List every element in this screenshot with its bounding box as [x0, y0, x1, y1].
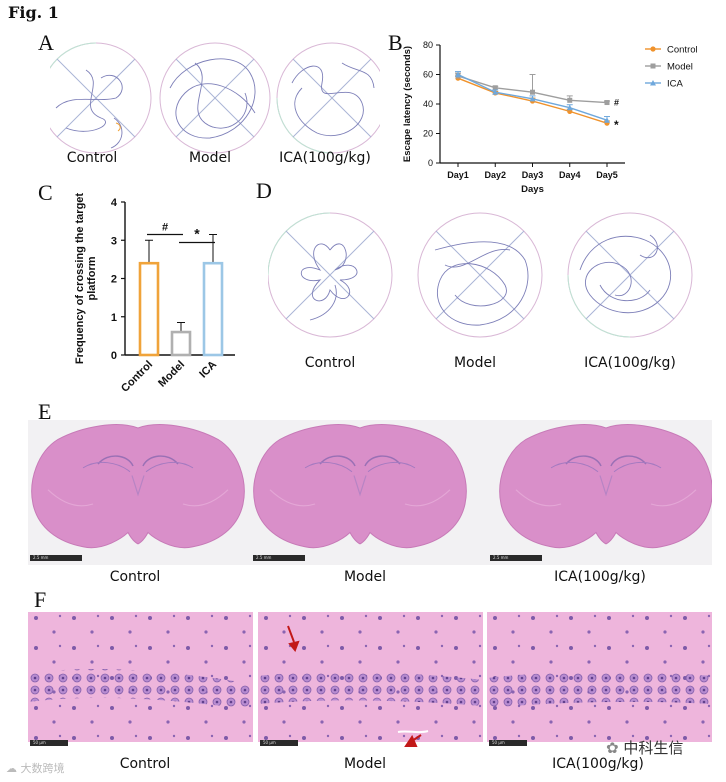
panel-a-pool-control: [50, 42, 152, 154]
panel-f-scalebar-control: 50 μm: [30, 740, 68, 746]
escape-latency-chart: 0 20 40 60 80 Day1 Day2 Day3 Day4 Day5 Days Escape …: [402, 40, 698, 195]
panel-a-letter: A: [38, 30, 54, 55]
c-bar-control: [138, 261, 160, 357]
panel-a-pool-model: [159, 42, 271, 154]
b-point-model: [530, 89, 535, 95]
panel-a-caption-control: Control: [66, 150, 118, 166]
c-y-axis-label-line1: Frequency of crossing the target: [74, 193, 86, 364]
crossing-frequency-chart: 0 1 2 3 4 Frequency of crossing the target pla…: [74, 193, 235, 395]
panel-e-caption-ica: ICA(100g/kg): [554, 569, 646, 585]
panel-a-pool-ica: [276, 42, 380, 154]
panel-d-pool-control: [268, 212, 393, 338]
panel-d-pool-model: [417, 212, 543, 338]
b-legend-label-ica: ICA: [667, 79, 684, 90]
panel-e-scalebar-model: 2.5 mm: [253, 555, 305, 561]
watermark-left-icon: ☁: [6, 762, 17, 775]
watermark-left-text: 大数跨境: [20, 762, 65, 775]
c-y-tick-label-3: 3: [111, 235, 117, 247]
panel-d-caption-ica: ICA(100g/kg): [584, 355, 676, 371]
b-y-tick-label-80: 80: [423, 40, 433, 50]
panel-a-caption-model: Model: [188, 150, 232, 166]
panel-f-micrographs: [28, 612, 712, 747]
b-point-ica: [455, 71, 461, 77]
b-y-axis-label: Escape latency (seconds): [402, 46, 413, 162]
watermark-right-text: 中科生信: [623, 739, 684, 757]
brain-section-control: [30, 423, 246, 549]
panel-e-scalebar-ica: 2.5 mm: [490, 555, 542, 561]
b-y-tick-label-60: 60: [423, 70, 433, 80]
watermark-left: ☁ 大数跨境: [6, 760, 65, 776]
b-point-model: [604, 100, 610, 106]
brain-section-ica: [498, 423, 712, 549]
micrograph-control: [28, 612, 253, 742]
c-x-tick-label-ica: ICA: [197, 359, 219, 381]
b-y-tick-label-40: 40: [423, 99, 433, 109]
b-point-ica: [492, 89, 499, 95]
panel-f-letter: F: [34, 587, 47, 612]
c-x-tick-label-model: Model: [156, 359, 187, 390]
panel-d-pool-ica: [567, 212, 693, 338]
c-bar-ica: [202, 261, 224, 357]
panel-f-caption-ica: ICA(100g/kg): [552, 756, 644, 772]
c-x-tick-label-control: Control: [119, 359, 155, 395]
panel-e-scalebar-control: 2.5 mm: [30, 555, 82, 561]
panel-f-caption-model: Model: [343, 756, 387, 772]
panel-e-caption-model: Model: [343, 569, 387, 585]
panel-c-letter: C: [38, 180, 53, 205]
micrograph-ica: [487, 612, 712, 742]
panel-d-tracks: [268, 212, 693, 338]
panel-d-caption-control: Control: [304, 355, 356, 371]
panel-e-letter: E: [38, 399, 52, 424]
b-x-axis-label: Days: [521, 184, 544, 195]
c-y-tick-label-2: 2: [111, 274, 117, 286]
panel-d-letter: D: [256, 178, 272, 203]
b-point-ica: [604, 117, 610, 123]
b-legend-label-control: Control: [667, 45, 698, 56]
c-y-tick-label-1: 1: [111, 312, 117, 324]
c-y-tick-label-0: 0: [111, 350, 117, 362]
b-x-tick-label-Day3: Day3: [522, 170, 544, 180]
micrograph-model-arrow-2: [404, 734, 422, 747]
panel-e-caption-control: Control: [109, 569, 161, 585]
b-annotation-hash: #: [614, 98, 619, 108]
panel-a-caption-ica: ICA(100g/kg): [279, 150, 371, 166]
b-point-ica: [566, 104, 573, 111]
brain-section-model: [252, 423, 468, 549]
b-x-tick-label-Day4: Day4: [559, 170, 581, 180]
c-sig-mark-hash: #: [162, 222, 168, 234]
figure-title: Fig. 1: [8, 3, 59, 22]
panel-a-tracks: [50, 42, 380, 154]
panel-e-brain-sections: [30, 423, 712, 549]
watermark-right: ✿ 中科生信: [606, 737, 683, 758]
panel-f-scalebar-model: 50 μm: [260, 740, 298, 746]
b-y-tick-label-20: 20: [423, 129, 433, 139]
c-bar-model: [170, 330, 192, 357]
b-x-tick-label-Day1: Day1: [447, 170, 469, 180]
b-y-tick-label-0: 0: [428, 158, 433, 168]
b-legend-label-model: Model: [667, 62, 693, 73]
wechat-icon: ✿: [606, 739, 619, 757]
panel-d-caption-model: Model: [453, 355, 497, 371]
b-legend-marker-control: [650, 46, 656, 52]
c-y-axis-label-line2: platform: [86, 256, 98, 300]
micrograph-model: [258, 612, 483, 742]
b-point-model: [567, 97, 573, 103]
b-point-ica: [529, 95, 536, 102]
b-legend-marker-model: [650, 63, 656, 69]
micrograph-model-arrow-1: [287, 625, 300, 652]
b-point-model: [492, 85, 498, 91]
panel-f-scalebar-ica: 50 μm: [489, 740, 527, 746]
panel-f-caption-control: Control: [119, 756, 171, 772]
c-y-tick-label-4: 4: [111, 197, 118, 209]
b-legend-marker-ica: [650, 80, 656, 86]
b-x-tick-label-Day2: Day2: [484, 170, 506, 180]
b-annotation-star: *: [614, 118, 619, 132]
c-sig-mark-star: *: [194, 226, 200, 242]
b-x-tick-label-Day5: Day5: [596, 170, 618, 180]
panel-b-letter: B: [388, 30, 403, 55]
